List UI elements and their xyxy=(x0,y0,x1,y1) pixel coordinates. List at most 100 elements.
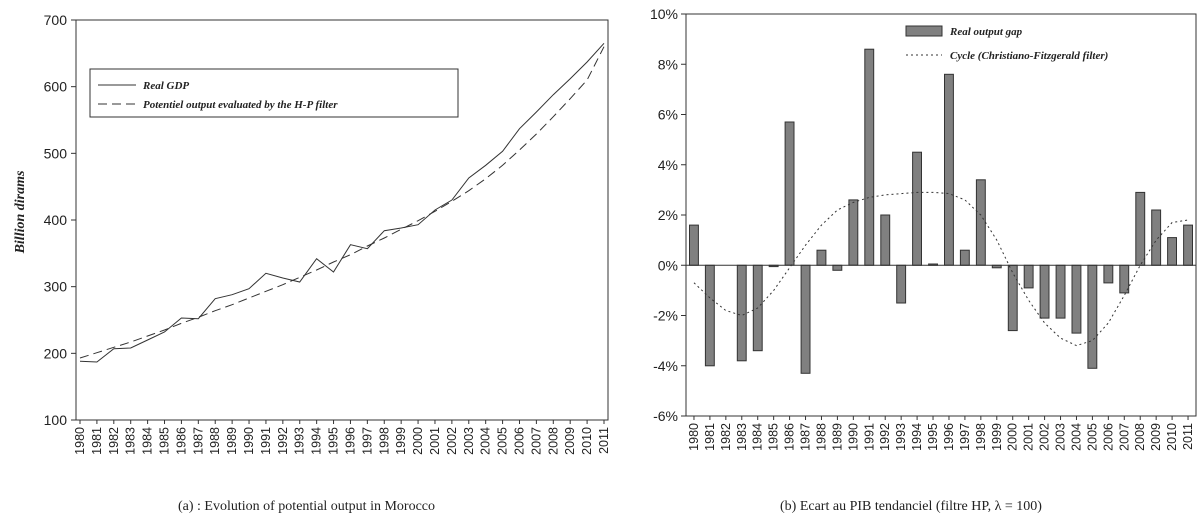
bar-1983 xyxy=(736,264,747,362)
x-tick-label: 1993 xyxy=(894,423,908,451)
x-tick-label: 2006 xyxy=(1101,423,1115,451)
x-axis-ticks: 1980 1981 1982 1983 1984 1985 1986 1987 1988 1989… xyxy=(73,420,611,455)
bar-1986 xyxy=(784,121,795,266)
legend-label-real-output-gap: Real output gap xyxy=(949,26,1023,38)
x-tick-label: 2007 xyxy=(1117,423,1131,451)
x-tick-label: 1996 xyxy=(942,423,956,451)
x-tick-label: 1994 xyxy=(910,423,924,451)
cycle-line xyxy=(693,191,1189,347)
y-tick-label: 500 xyxy=(44,145,68,161)
plot-frame xyxy=(75,19,609,421)
bar-1992 xyxy=(880,214,891,266)
y-tick-label: 200 xyxy=(44,345,68,361)
y-tick-label: 600 xyxy=(44,79,68,95)
x-tick-label: 1996 xyxy=(343,427,357,455)
x-tick-label: 2000 xyxy=(1006,423,1020,451)
x-tick-label: 2003 xyxy=(462,427,476,455)
series-lines xyxy=(79,42,605,363)
x-tick-label: 2009 xyxy=(1149,423,1163,451)
x-tick-label: 2010 xyxy=(1165,423,1179,451)
x-tick-label: 1992 xyxy=(878,423,892,451)
x-tick-label: 1984 xyxy=(141,427,155,455)
x-tick-label: 1980 xyxy=(73,427,87,455)
y-axis-ticks: 100 200 300 400 500 600 700 xyxy=(44,12,76,428)
y-tick-label: 4% xyxy=(658,157,678,173)
bar-1980 xyxy=(689,224,699,266)
x-tick-label: 2007 xyxy=(529,427,543,455)
x-tick-label: 1990 xyxy=(242,427,256,455)
bar-2008 xyxy=(1135,191,1146,266)
bar-1998 xyxy=(975,179,986,266)
y-tick-label: 6% xyxy=(658,107,678,123)
bar-1981 xyxy=(704,264,715,367)
x-tick-label: 1985 xyxy=(767,423,781,451)
x-tick-label: 2008 xyxy=(546,427,560,455)
x-tick-label: 1992 xyxy=(276,427,290,455)
x-tick-label: 2011 xyxy=(597,427,611,454)
series-line-potential-output xyxy=(79,46,605,359)
bar-1996 xyxy=(944,73,954,266)
y-axis-ticks: -6% -4% -2% 0% 2% 4% 6% 8% 10% xyxy=(650,6,686,424)
bar-1987 xyxy=(800,264,811,374)
x-tick-label: 1983 xyxy=(124,427,138,455)
bar-2010 xyxy=(1167,237,1177,266)
y-tick-label: 700 xyxy=(44,12,68,28)
x-tick-label: 1995 xyxy=(926,423,940,451)
legend-label-potential-output: Potentiel output evaluated by the H-P fi… xyxy=(143,99,338,111)
bar-2006 xyxy=(1103,264,1114,284)
x-tick-label: 1991 xyxy=(862,423,876,451)
x-tick-label: 1981 xyxy=(703,423,717,451)
x-tick-label: 1983 xyxy=(735,423,749,451)
legend-label-cycle: Cycle (Christiano-Fitzgerald filter) xyxy=(950,50,1108,62)
bar-1990 xyxy=(848,199,859,266)
y-tick-label: 2% xyxy=(658,207,678,223)
x-tick-label: 1980 xyxy=(687,423,701,451)
x-tick-label: 1993 xyxy=(293,427,307,455)
x-tick-label: 1998 xyxy=(377,427,391,455)
legend-swatch-real-output-gap xyxy=(905,25,943,37)
x-tick-label: 2010 xyxy=(580,427,594,455)
x-tick-label: 1989 xyxy=(830,423,844,451)
bar-2000 xyxy=(1007,264,1018,332)
x-tick-label: 1997 xyxy=(360,427,374,455)
bar-2004 xyxy=(1071,264,1082,334)
x-tick-label: 1988 xyxy=(208,427,222,455)
x-tick-label: 1999 xyxy=(990,423,1004,451)
x-tick-label: 1987 xyxy=(191,427,205,455)
bar-1994 xyxy=(912,151,922,266)
plot-frame xyxy=(685,13,1197,417)
x-tick-label: 2000 xyxy=(411,427,425,455)
x-tick-label: 2002 xyxy=(1038,423,1052,451)
x-tick-label: 1999 xyxy=(394,427,408,455)
bar-1997 xyxy=(959,249,970,266)
x-axis-ticks: 1980 1981 1982 1983 1984 1985 1986 1987 1988 1989… xyxy=(687,416,1195,451)
bar-2002 xyxy=(1039,264,1050,319)
y-tick-label: 100 xyxy=(44,412,68,428)
x-tick-label: 1986 xyxy=(174,427,188,455)
x-tick-label: 2008 xyxy=(1133,423,1147,451)
y-tick-label: 400 xyxy=(44,212,68,228)
x-tick-label: 1989 xyxy=(225,427,239,455)
legend: Real output gap Cycle (Christiano-Fitzge… xyxy=(905,25,1108,62)
x-tick-label: 1985 xyxy=(158,427,172,455)
panel-a-caption: (a) : Evolution of potential output in M… xyxy=(178,499,435,514)
x-tick-label: 1990 xyxy=(846,423,860,451)
x-tick-label: 2001 xyxy=(428,427,442,455)
x-tick-label: 2006 xyxy=(512,427,526,455)
x-tick-label: 1986 xyxy=(783,423,797,451)
bar-2003 xyxy=(1055,264,1066,319)
x-tick-label: 2005 xyxy=(1085,423,1099,451)
bar-2005 xyxy=(1087,264,1098,369)
bar-1993 xyxy=(896,264,907,304)
x-tick-label: 1998 xyxy=(974,423,988,451)
y-tick-label: 300 xyxy=(44,279,68,295)
bar-2009 xyxy=(1151,209,1162,266)
legend-box xyxy=(89,68,459,118)
x-tick-label: 1984 xyxy=(751,423,765,451)
bar-2011 xyxy=(1183,224,1193,266)
x-tick-label: 1997 xyxy=(958,423,972,451)
y-tick-label: -2% xyxy=(653,308,678,324)
bar-1991 xyxy=(864,48,875,266)
x-tick-label: 2011 xyxy=(1181,423,1195,450)
